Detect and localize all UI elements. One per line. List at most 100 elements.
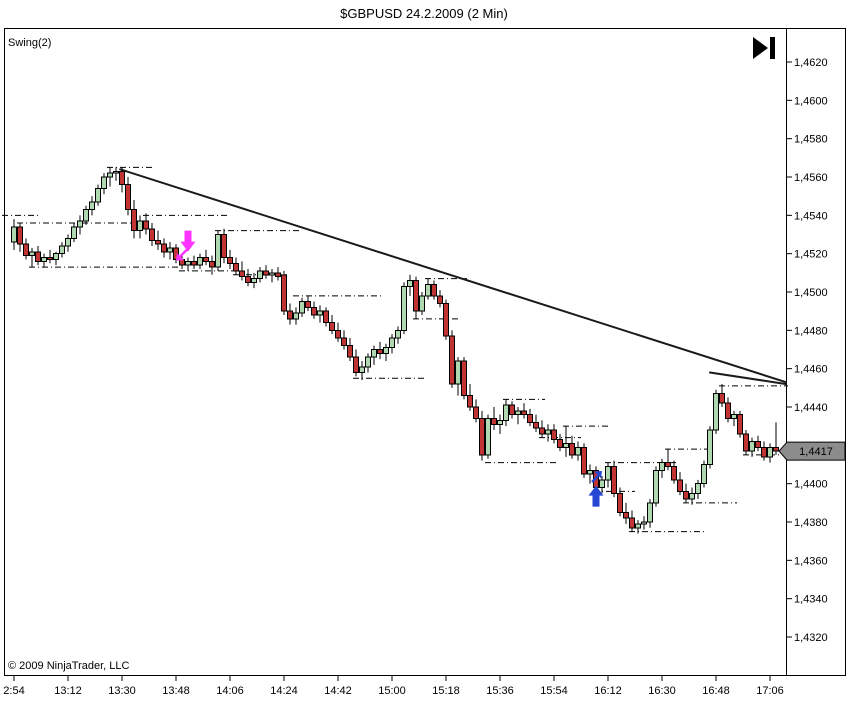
candle-body-up (689, 492, 695, 500)
trendline[interactable] (709, 371, 787, 385)
candle (689, 487, 695, 505)
candle-body-down (413, 280, 419, 312)
candle (563, 426, 569, 457)
candle-body-up (251, 278, 257, 283)
candle (455, 357, 461, 396)
candle (485, 414, 491, 459)
candle (665, 449, 671, 471)
candle-body-up (95, 188, 101, 203)
candle-body-up (749, 441, 755, 452)
candle-body-up (89, 201, 95, 211)
candle (95, 184, 101, 206)
candle (275, 267, 281, 281)
candle (23, 238, 29, 260)
candle-body-down (569, 442, 575, 456)
candle (503, 399, 509, 427)
candle-body-up (107, 172, 113, 178)
candle-body-up (197, 257, 203, 266)
candle-body-up (563, 442, 569, 448)
candle-body-up (605, 465, 611, 481)
candle-body-up (59, 245, 65, 255)
candle-body-down (557, 439, 563, 448)
candle-body-up (101, 176, 107, 189)
time-tick-label: 15:18 (432, 685, 460, 697)
candle (155, 230, 161, 250)
candle-body-down (17, 226, 23, 245)
price-tick-label: 1,4500 (794, 287, 828, 299)
candle (443, 299, 449, 340)
candle (167, 242, 173, 260)
price-tick-label: 1,4460 (794, 364, 828, 376)
candle (737, 410, 743, 438)
candle-body-down (677, 479, 683, 492)
candle-body-down (551, 429, 557, 441)
candle (755, 435, 761, 452)
candle-body-down (221, 234, 227, 258)
trendline[interactable] (119, 168, 787, 384)
price-tick-label: 1,4540 (794, 210, 828, 222)
price-tick-label: 1,4340 (794, 594, 828, 606)
candles-layer (11, 167, 779, 534)
candle (323, 307, 329, 327)
go-to-end-button[interactable] (753, 37, 775, 59)
candle-body-up (257, 270, 263, 280)
candle (305, 295, 311, 312)
candle (35, 246, 41, 266)
candle-body-up (485, 418, 491, 456)
candle (419, 292, 425, 315)
candle (467, 384, 473, 411)
sell-signal-arrow (180, 230, 196, 252)
candle (329, 315, 335, 335)
candle-body-up (419, 295, 425, 312)
price-axis-ticks: 1,4620 1,4600 1,4580 1,4560 1,4540 1,4520 1,45… (786, 57, 828, 644)
candle-body-up (185, 260, 191, 266)
candle (83, 205, 89, 225)
candle (587, 464, 593, 484)
plot-border (4, 28, 846, 676)
candle-body-down (323, 310, 329, 324)
candle (347, 338, 353, 361)
candle-body-up (215, 234, 221, 268)
candle-body-down (341, 337, 347, 347)
time-tick-label: 15:54 (540, 685, 568, 697)
candle-body-up (575, 446, 581, 456)
candle-body-down (239, 270, 245, 278)
candle-body-down (47, 257, 53, 260)
candle-body-down (377, 349, 383, 354)
candle-body-down (335, 329, 341, 339)
candle-body-down (443, 303, 449, 337)
candle (77, 215, 83, 235)
candle (101, 173, 107, 195)
trendlines-layer[interactable] (119, 168, 787, 385)
candle-body-up (653, 469, 659, 504)
candle (233, 257, 239, 275)
candle-body-up (83, 209, 89, 222)
candle (41, 253, 47, 268)
candle (767, 443, 773, 463)
candle-body-up (41, 257, 47, 262)
price-tag-label: 1,4417 (799, 446, 833, 458)
time-tick-label: 17:06 (756, 685, 784, 697)
candle (383, 343, 389, 361)
candle (365, 353, 371, 373)
candle-body-up (317, 310, 323, 316)
candle-body-up (359, 366, 365, 373)
candle (515, 407, 521, 425)
price-tick-label: 1,4400 (794, 479, 828, 491)
candle-body-up (167, 247, 173, 253)
sell-entry-arrow (179, 248, 188, 258)
candle-body-down (461, 360, 467, 396)
time-axis-ticks: 2:54 13:12 13:30 13:48 14:06 14:24 14:42 15:00 1… (3, 676, 784, 697)
candle (299, 297, 305, 317)
candle-body-up (659, 462, 665, 471)
candle-body-down (671, 465, 677, 481)
candle (449, 330, 455, 388)
candle-body-up (401, 285, 407, 331)
candle (635, 520, 641, 534)
candle (185, 257, 191, 271)
candle (293, 307, 299, 325)
candle-body-up (383, 347, 389, 354)
candle (545, 424, 551, 442)
candle-body-down (683, 490, 689, 500)
